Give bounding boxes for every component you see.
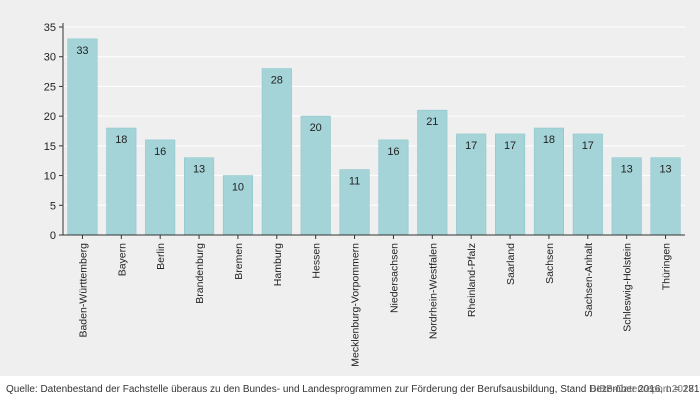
x-tick-label: Hamburg xyxy=(272,243,284,286)
x-tick-label: Thüringen xyxy=(661,243,673,290)
x-tick-label: Bayern xyxy=(116,243,128,276)
x-tick-label: Berlin xyxy=(155,243,167,270)
bar xyxy=(222,175,253,236)
y-tick-label: 35 xyxy=(44,22,56,34)
bar xyxy=(611,157,642,236)
y-tick-label: 5 xyxy=(50,200,56,212)
x-tick-label: Niedersachsen xyxy=(388,243,400,313)
bar xyxy=(106,127,137,236)
bar xyxy=(572,133,603,236)
chart-panel: 0 5 10 15 20 25 30 35 Baden-Württemberg Bayern Be… xyxy=(0,0,700,376)
data-label: 18 xyxy=(543,134,555,146)
data-label: 17 xyxy=(504,140,516,152)
bar-chart: 0 5 10 15 20 25 30 35 Baden-Württemberg Bayern Be… xyxy=(44,22,685,367)
bar xyxy=(145,139,176,236)
bar xyxy=(533,127,564,236)
data-label: 28 xyxy=(271,75,283,87)
data-label: 17 xyxy=(465,140,477,152)
footer: Quelle: Datenbestand der Fachstelle über… xyxy=(0,380,700,400)
bar xyxy=(67,38,98,236)
y-tick-label: 15 xyxy=(44,141,56,153)
axes xyxy=(59,23,685,239)
y-tick-label: 30 xyxy=(44,52,56,64)
data-label: 18 xyxy=(115,134,127,146)
data-label: 21 xyxy=(426,116,438,128)
bar xyxy=(184,157,215,236)
x-tick-label: Hessen xyxy=(311,243,323,279)
x-tick-label: Brandenburg xyxy=(194,243,206,304)
bar xyxy=(456,133,487,236)
x-tick-label: Saarland xyxy=(505,243,517,285)
x-tick-label: Nordrhein-Westfalen xyxy=(427,243,439,339)
bar xyxy=(261,68,292,236)
x-tick-label: Baden-Württemberg xyxy=(77,243,89,338)
bar xyxy=(300,115,331,236)
data-label: 13 xyxy=(193,164,205,176)
bar xyxy=(417,109,448,236)
y-tick-labels: 0 5 10 15 20 25 30 35 xyxy=(44,22,56,242)
data-labels: 33 18 16 13 10 28 20 11 16 21 17 17 18 17 13 13 xyxy=(76,45,671,194)
report-credit: BIBB-Datenreport 2017 xyxy=(590,384,694,395)
data-label: 11 xyxy=(349,176,360,188)
data-label: 13 xyxy=(659,164,671,176)
data-label: 13 xyxy=(621,164,633,176)
y-tick-label: 25 xyxy=(44,81,56,93)
data-label: 33 xyxy=(76,45,88,57)
bar xyxy=(339,169,370,236)
data-label: 17 xyxy=(582,140,594,152)
y-tick-label: 0 xyxy=(50,230,56,242)
data-label: 20 xyxy=(310,122,322,134)
x-tick-label: Schleswig-Holstein xyxy=(622,243,634,332)
bar xyxy=(650,157,681,236)
x-tick-label: Sachsen xyxy=(544,243,556,284)
x-tick-label: Bremen xyxy=(233,243,245,280)
x-tick-label: Mecklenburg-Vorpommern xyxy=(350,243,362,367)
source-note: Quelle: Datenbestand der Fachstelle über… xyxy=(6,384,700,395)
data-label: 16 xyxy=(154,146,166,158)
x-tick-label: Rheinland-Pfalz xyxy=(466,243,478,317)
y-tick-label: 20 xyxy=(44,111,56,123)
x-tick-label: Sachsen-Anhalt xyxy=(583,243,595,317)
y-tick-label: 10 xyxy=(44,171,56,183)
data-label: 16 xyxy=(387,146,399,158)
bars xyxy=(67,38,681,236)
data-label: 10 xyxy=(232,182,244,194)
bar xyxy=(495,133,526,236)
x-tick-labels: Baden-Württemberg Bayern Berlin Brandenburg… xyxy=(77,243,672,367)
